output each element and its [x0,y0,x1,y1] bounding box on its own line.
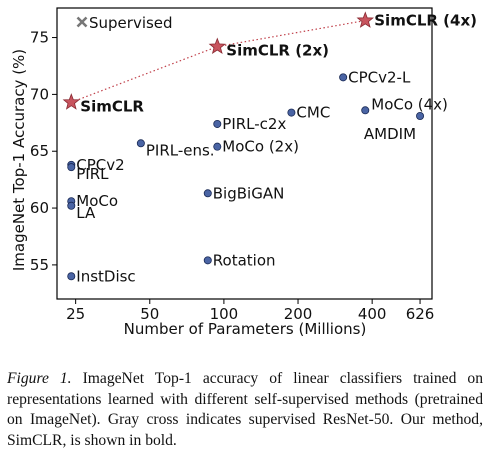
label-pirl-ens: PIRL-ens. [146,141,215,159]
x-tick-label-25: 25 [66,305,85,323]
x-tick-label-50: 50 [140,305,159,323]
x-tick-label-400: 400 [358,305,387,323]
label-cpcv2: CPCv2 [76,156,124,174]
label-instdisc: InstDisc [76,267,135,285]
point-simclr-4x [356,11,374,28]
point-bigbigan [203,189,212,198]
x-tick-label-100: 100 [210,305,239,323]
label-pirl-c2x: PIRL-c2x [222,115,286,133]
y-tick-label-55: 55 [30,256,49,274]
x-tick-label-626: 626 [406,305,435,323]
plot-frame [56,7,433,300]
point-moco-2x [213,142,222,151]
label-moco: MoCo [76,192,118,210]
label-cpcv2-l: CPCv2-L [348,68,411,86]
figure-label: Figure 1. [7,370,72,387]
point-cpcv2-l [339,73,348,82]
point-simclr [62,93,80,110]
simclr-line [71,19,366,103]
y-tick-label-60: 60 [30,199,49,217]
y-tick-label-65: 65 [30,142,49,160]
point-cmc [287,108,296,117]
supervised-cross-b [76,16,88,28]
figure-caption: Figure 1. ImageNet Top-1 accuracy of lin… [7,369,483,451]
point-moco-4x [361,106,370,115]
x-axis-label: Number of Parameters (Millions) [124,320,367,338]
data-points [62,11,425,281]
point-pirl-ens [136,139,145,148]
label-simclr-4x: SimCLR (4x) [374,12,477,30]
x-tick-label-200: 200 [284,305,313,323]
plot-border [56,7,433,300]
y-tick-label-75: 75 [30,29,49,47]
y-tick-label-70: 70 [30,85,49,103]
label-moco-2x: MoCo (2x) [222,138,299,156]
point-pirl-c2x [213,119,222,128]
point-labels: SimCLR SimCLR (2x) SimCLR (4x) CPCv2-L MoCo … [76,12,477,286]
caption-text: ImageNet Top-1 accuracy of linear classi… [7,370,483,449]
y-axis-label: ImageNet Top-1 Accuracy (%) [10,49,28,271]
point-simclr-2x [208,37,226,55]
legend: Supervised [76,14,173,32]
label-simclr-2x: SimCLR (2x) [226,42,329,60]
point-rotation [203,256,212,265]
label-amdim: AMDIM [364,125,416,143]
label-pirl: PIRL [76,165,109,183]
axis-ticks: 25 50 100 200 400 626 55 60 65 70 75 [30,29,434,323]
label-cmc: CMC [296,104,330,122]
point-amdim [416,111,425,120]
label-bigbigan: BigBiGAN [213,184,285,202]
scatter-chart: 25 50 100 200 400 626 55 60 65 70 75 SimCLR SimCLR … [10,7,477,338]
point-instdisc [67,272,76,281]
label-simclr: SimCLR [80,97,144,115]
label-moco-4x: MoCo (4x) [371,95,448,113]
label-la: LA [76,204,96,222]
label-rotation: Rotation [213,251,276,269]
point-pirl [67,163,76,172]
point-la [67,201,76,210]
legend-label-supervised: Supervised [89,14,173,32]
simclr-dotted-line [71,19,366,103]
